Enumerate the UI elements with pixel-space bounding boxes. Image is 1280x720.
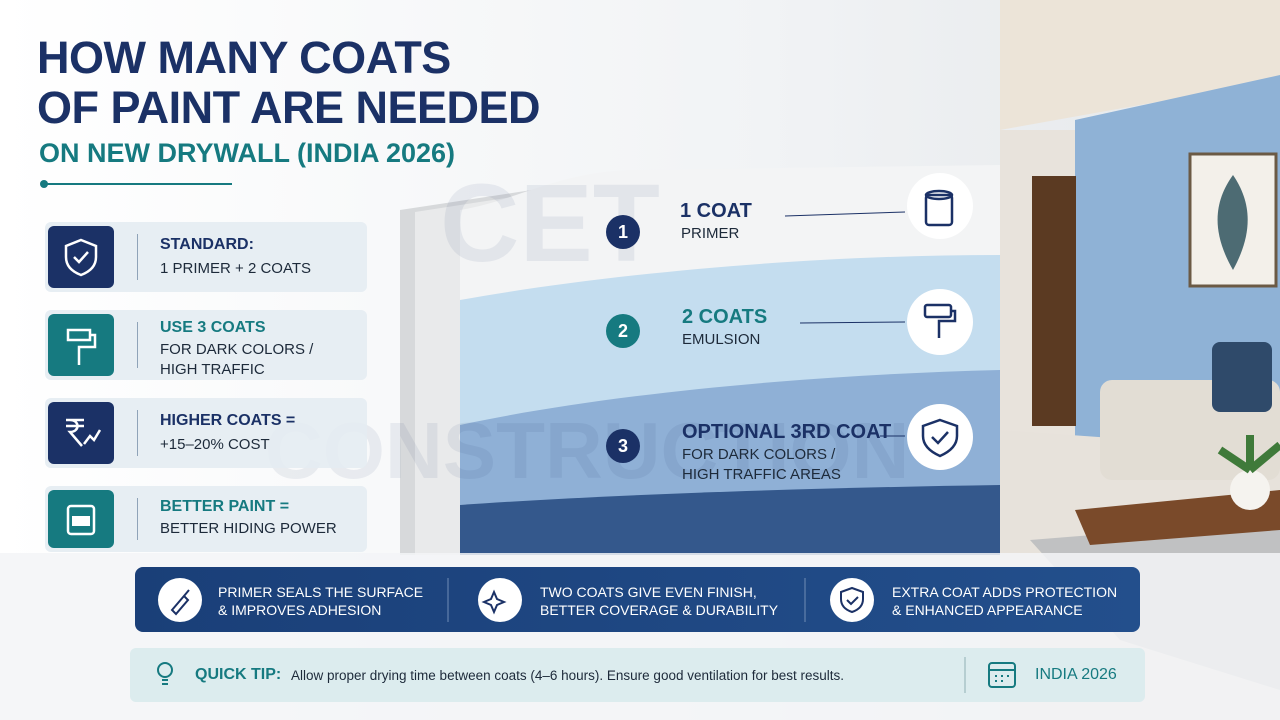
tip-icons (157, 662, 1016, 688)
divider (137, 322, 138, 368)
layer-number: 3 (617, 436, 628, 456)
layer-title: 1 COAT (680, 200, 752, 222)
icon-circle (907, 404, 973, 470)
banner (135, 567, 1140, 632)
card-text: HIGH TRAFFIC (160, 361, 265, 378)
card-heading: STANDARD: (160, 236, 254, 253)
tip-badge: INDIA 2026 (1035, 666, 1117, 683)
layer-sub: HIGH TRAFFIC AREAS (682, 466, 841, 483)
banner-text: & ENHANCED APPEARANCE (892, 602, 1083, 618)
icons (921, 189, 959, 458)
icon (66, 328, 97, 365)
card-icon (48, 314, 114, 376)
divider (137, 410, 138, 456)
tip-text: Allow proper drying time between coats (… (291, 668, 845, 683)
card-text: FOR DARK COLORS / (160, 341, 314, 358)
banner-text: PRIMER SEALS THE SURFACE (218, 584, 424, 600)
card-icon (48, 490, 114, 548)
vase (1230, 470, 1270, 510)
watermark: CONSTRUCTION (265, 406, 910, 495)
divider (137, 498, 138, 540)
plant (1217, 435, 1280, 474)
layer-badge (606, 429, 640, 463)
subtitle: ON NEW DRYWALL (INDIA 2026) (39, 138, 456, 168)
icon-circle (907, 173, 973, 239)
card-text: +15–20% COST (160, 436, 270, 453)
tip-bar (130, 648, 1145, 702)
leaf (1217, 175, 1248, 270)
banner-text: EXTRA COAT ADDS PROTECTION (892, 584, 1118, 600)
layer-number: 1 (617, 222, 628, 242)
banner-text: TWO COATS GIVE EVEN FINISH, (540, 584, 757, 600)
card-heading: HIGHER COATS = (160, 412, 296, 429)
card-icon (48, 226, 114, 288)
underline-dot (40, 180, 48, 188)
banner-icon (830, 578, 874, 622)
ceiling (760, 0, 1280, 130)
cushion (1212, 342, 1272, 412)
layer-number: 2 (617, 321, 628, 341)
title-line: OF PAINT ARE NEEDED (37, 82, 541, 133)
card-heading: USE 3 COATS (160, 319, 266, 336)
layer-sub: PRIMER (681, 225, 740, 242)
card: HIGHER COATS = +15–20% COST (45, 398, 367, 468)
card: BETTER PAINT = BETTER HIDING POWER (45, 486, 367, 552)
icon (66, 418, 102, 447)
dark-layer (460, 485, 1000, 555)
door (1032, 176, 1076, 426)
layer-title: OPTIONAL 3RD COAT (682, 421, 892, 443)
banner-text: BETTER COVERAGE & DURABILITY (540, 602, 779, 618)
banner-glyphs (170, 586, 864, 616)
banner-text: & IMPROVES ADHESION (218, 602, 382, 618)
connector (784, 211, 906, 217)
layer-sub: FOR DARK COLORS / (682, 446, 836, 463)
card-icon (48, 402, 114, 464)
layer-title: 2 COATS (682, 306, 768, 328)
divider (137, 234, 138, 280)
card: USE 3 COATS FOR DARK COLORS / HIGH TRAFF… (45, 310, 367, 380)
card: STANDARD: 1 PRIMER + 2 COATS (45, 222, 367, 292)
icon (66, 504, 96, 536)
card-text: BETTER HIDING POWER (160, 520, 337, 537)
third-coat-layer (460, 370, 1000, 505)
connector (799, 321, 906, 324)
card-heading: BETTER PAINT = (160, 498, 290, 515)
icon (64, 238, 98, 277)
title-line: HOW MANY COATS (37, 32, 451, 83)
card-text: 1 PRIMER + 2 COATS (160, 260, 312, 277)
tip-label: QUICK TIP: (195, 666, 282, 683)
layer-badge (606, 215, 640, 249)
watermark: CET (440, 162, 660, 285)
table (1075, 490, 1280, 545)
layer-badge (606, 314, 640, 348)
layer-sub: EMULSION (682, 331, 761, 348)
